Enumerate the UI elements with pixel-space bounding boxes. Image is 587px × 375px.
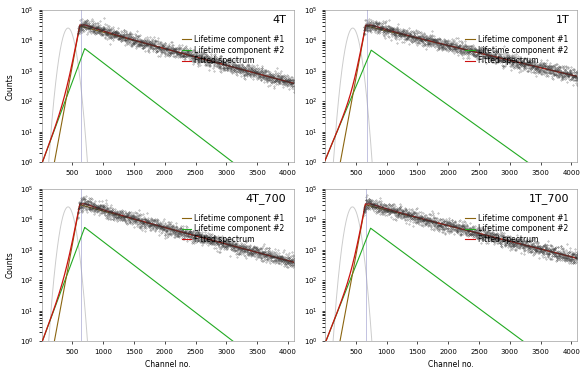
Text: 1T: 1T bbox=[556, 15, 570, 24]
Y-axis label: Counts: Counts bbox=[5, 252, 15, 278]
X-axis label: Channel no.: Channel no. bbox=[145, 360, 191, 369]
Text: 4T_700: 4T_700 bbox=[246, 194, 286, 204]
Legend: Lifetime component #1, Lifetime component #2, Fitted spectrum: Lifetime component #1, Lifetime componen… bbox=[179, 32, 288, 68]
X-axis label: Channel no.: Channel no. bbox=[429, 360, 474, 369]
Legend: Lifetime component #1, Lifetime component #2, Fitted spectrum: Lifetime component #1, Lifetime componen… bbox=[463, 211, 571, 247]
Legend: Lifetime component #1, Lifetime component #2, Fitted spectrum: Lifetime component #1, Lifetime componen… bbox=[463, 32, 571, 68]
Text: 4T: 4T bbox=[272, 15, 286, 24]
Y-axis label: Counts: Counts bbox=[5, 73, 15, 99]
Text: 1T_700: 1T_700 bbox=[529, 194, 570, 204]
Legend: Lifetime component #1, Lifetime component #2, Fitted spectrum: Lifetime component #1, Lifetime componen… bbox=[179, 211, 288, 247]
